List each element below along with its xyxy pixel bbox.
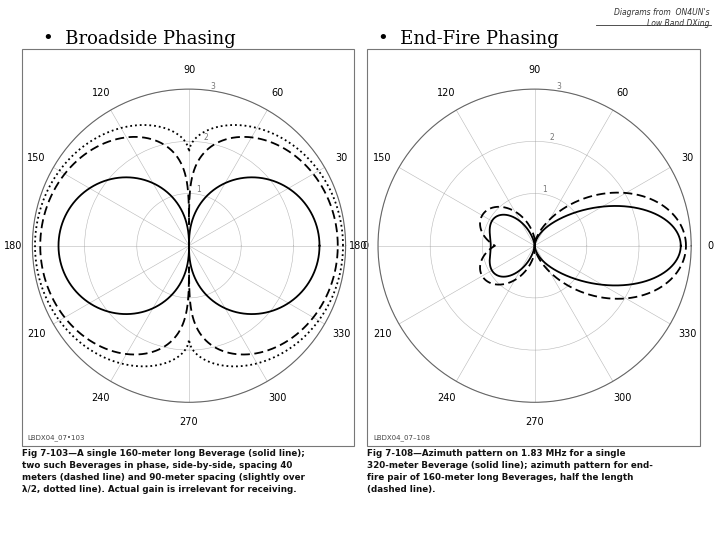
Text: LBDX04_07–108: LBDX04_07–108 bbox=[373, 434, 430, 441]
Text: Low Band DXing: Low Band DXing bbox=[647, 19, 709, 28]
Text: Fig 7-108—Azimuth pattern on 1.83 MHz for a single
320-meter Beverage (solid lin: Fig 7-108—Azimuth pattern on 1.83 MHz fo… bbox=[367, 449, 653, 494]
Text: •  End-Fire Phasing: • End-Fire Phasing bbox=[378, 30, 559, 48]
Text: Diagrams from  ON4UN's: Diagrams from ON4UN's bbox=[613, 8, 709, 17]
Text: LBDX04_07•103: LBDX04_07•103 bbox=[27, 434, 85, 441]
Text: Fig 7-103—A single 160-meter long Beverage (solid line);
two such Beverages in p: Fig 7-103—A single 160-meter long Bevera… bbox=[22, 449, 305, 494]
Text: •  Broadside Phasing: • Broadside Phasing bbox=[43, 30, 236, 48]
